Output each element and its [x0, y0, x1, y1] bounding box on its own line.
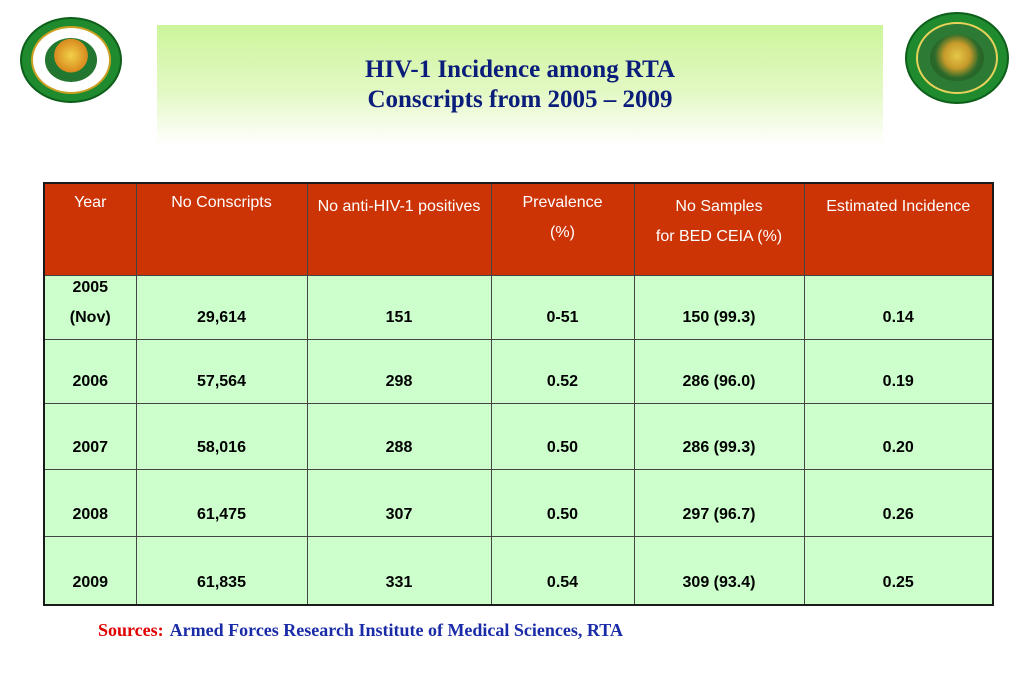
- cell-incidence: 0.19: [803, 339, 994, 404]
- cell-year: 2005 (Nov): [43, 275, 137, 340]
- cell-positives: 151: [306, 275, 492, 340]
- header-estimated-incidence: Estimated Incidence: [803, 182, 994, 276]
- table-row: 2009 61,835 331 0.54 309 (93.4) 0.25: [43, 536, 994, 605]
- cell-prevalence: 0-51: [490, 275, 635, 340]
- cell-prevalence: 0.50: [490, 469, 635, 537]
- slide-title-line-2: Conscripts from 2005 – 2009: [367, 86, 673, 113]
- slide-title-line-1: HIV-1 Incidence among RTA: [365, 56, 675, 83]
- cell-samples: 150 (99.3): [633, 275, 805, 340]
- cell-incidence: 0.26: [803, 469, 994, 537]
- sources-note: Sources: Armed Forces Research Institute …: [98, 620, 623, 641]
- cell-samples: 309 (93.4): [633, 536, 805, 605]
- seal-emblem: [45, 38, 97, 82]
- cell-prevalence: 0.54: [490, 536, 635, 605]
- header-year: Year: [43, 182, 137, 276]
- seal-ring: [30, 26, 112, 94]
- cell-conscripts: 61,835: [135, 536, 308, 605]
- cell-positives: 307: [306, 469, 492, 537]
- table-row: 2008 61,475 307 0.50 297 (96.7) 0.26: [43, 469, 994, 537]
- table-row: 2007 58,016 288 0.50 286 (99.3) 0.20: [43, 403, 994, 470]
- cell-incidence: 0.25: [803, 536, 994, 605]
- header-prevalence: Prevalence (%): [490, 182, 635, 276]
- public-health-seal-logo: [905, 12, 1009, 104]
- table-header-row: Year No Conscripts No anti-HIV-1 positiv…: [43, 182, 994, 276]
- header-no-positives: No anti-HIV-1 positives: [306, 182, 492, 276]
- seal-ring: [916, 21, 998, 95]
- cell-positives: 331: [306, 536, 492, 605]
- cell-year: 2007: [43, 403, 137, 470]
- cell-samples: 286 (99.3): [633, 403, 805, 470]
- table-row: 2005 (Nov) 29,614 151 0-51 150 (99.3) 0.1…: [43, 275, 994, 340]
- armed-forces-institute-seal-logo: [20, 17, 122, 103]
- title-banner: HIV-1 Incidence among RTA Conscripts fro…: [157, 25, 883, 145]
- hiv-incidence-table: Year No Conscripts No anti-HIV-1 positiv…: [43, 182, 994, 606]
- cell-positives: 298: [306, 339, 492, 404]
- cell-samples: 297 (96.7): [633, 469, 805, 537]
- header-no-samples: No Samples for BED CEIA (%): [633, 182, 805, 276]
- cell-year: 2008: [43, 469, 137, 537]
- cell-prevalence: 0.50: [490, 403, 635, 470]
- sources-value: Armed Forces Research Institute of Medic…: [169, 620, 623, 640]
- header-no-conscripts: No Conscripts: [135, 182, 308, 276]
- cell-incidence: 0.20: [803, 403, 994, 470]
- cell-conscripts: 58,016: [135, 403, 308, 470]
- cell-conscripts: 61,475: [135, 469, 308, 537]
- cell-year: 2009: [43, 536, 137, 605]
- cell-conscripts: 57,564: [135, 339, 308, 404]
- cell-conscripts: 29,614: [135, 275, 308, 340]
- table-row: 2006 57,564 298 0.52 286 (96.0) 0.19: [43, 339, 994, 404]
- seal-emblem: [930, 34, 984, 82]
- cell-prevalence: 0.52: [490, 339, 635, 404]
- sources-label: Sources:: [98, 620, 164, 640]
- cell-year: 2006: [43, 339, 137, 404]
- cell-incidence: 0.14: [803, 275, 994, 340]
- cell-positives: 288: [306, 403, 492, 470]
- cell-samples: 286 (96.0): [633, 339, 805, 404]
